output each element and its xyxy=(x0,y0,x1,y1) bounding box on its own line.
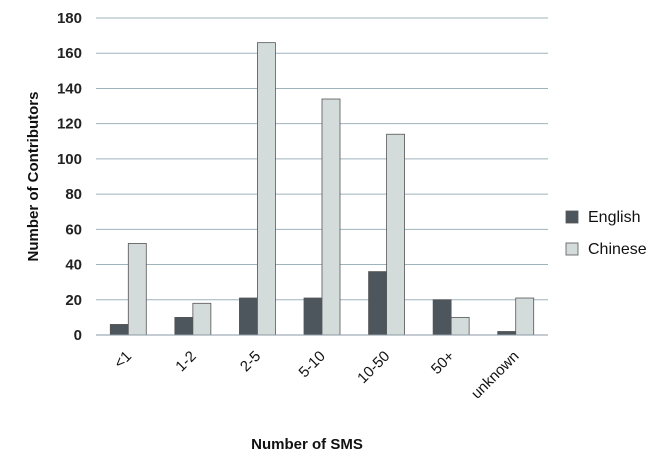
bar-english-1 xyxy=(174,316,194,336)
bar-chinese-4 xyxy=(386,133,405,336)
y-tick-label: 80 xyxy=(65,186,82,203)
y-tick-label: 120 xyxy=(57,116,82,133)
bar-english-6 xyxy=(497,331,517,336)
y-tick-label: 0 xyxy=(74,327,82,344)
bar-english-0 xyxy=(109,324,129,336)
legend-label-english: English xyxy=(588,209,640,226)
y-tick-label: 180 xyxy=(57,10,82,27)
y-tick-label: 60 xyxy=(65,221,82,238)
y-axis-ticks: 0 20 40 60 80 100 120 140 160 180 xyxy=(57,10,82,344)
legend-swatch-english xyxy=(565,210,579,224)
bar-chinese-1 xyxy=(192,302,212,336)
bar-chinese-5 xyxy=(450,316,470,336)
x-tick-label: 10-50 xyxy=(354,348,393,387)
x-tick-label: 1-2 xyxy=(172,348,199,375)
bar-chinese-3 xyxy=(321,98,341,336)
x-tick-label: 5-10 xyxy=(296,348,329,381)
y-tick-label: 40 xyxy=(65,257,82,274)
y-tick-label: 160 xyxy=(57,45,82,62)
bar-chinese-2 xyxy=(257,42,276,336)
x-axis-ticks: <1 1-2 2-5 5-10 10-50 50+ unknown xyxy=(111,348,523,403)
y-tick-label: 100 xyxy=(57,151,82,168)
bar-english-3 xyxy=(303,297,323,336)
legend: English Chinese xyxy=(565,209,647,258)
legend-label-chinese: Chinese xyxy=(588,241,647,258)
y-axis-title: Number of Contributors xyxy=(25,92,42,262)
bars xyxy=(109,42,535,336)
x-axis-title: Number of SMS xyxy=(251,436,363,453)
bar-english-2 xyxy=(239,297,258,336)
bar-english-4 xyxy=(368,271,387,336)
y-tick-label: 20 xyxy=(65,292,82,309)
x-tick-label: 2-5 xyxy=(237,348,264,375)
bar-english-5 xyxy=(432,299,452,336)
bar-chinese-0 xyxy=(127,243,147,336)
x-tick-label: <1 xyxy=(111,348,135,372)
x-tick-label: unknown xyxy=(468,348,522,402)
legend-swatch-chinese xyxy=(565,242,579,256)
y-tick-label: 140 xyxy=(57,80,82,97)
x-tick-label: 50+ xyxy=(428,348,458,378)
bar-chinese-6 xyxy=(515,297,535,336)
